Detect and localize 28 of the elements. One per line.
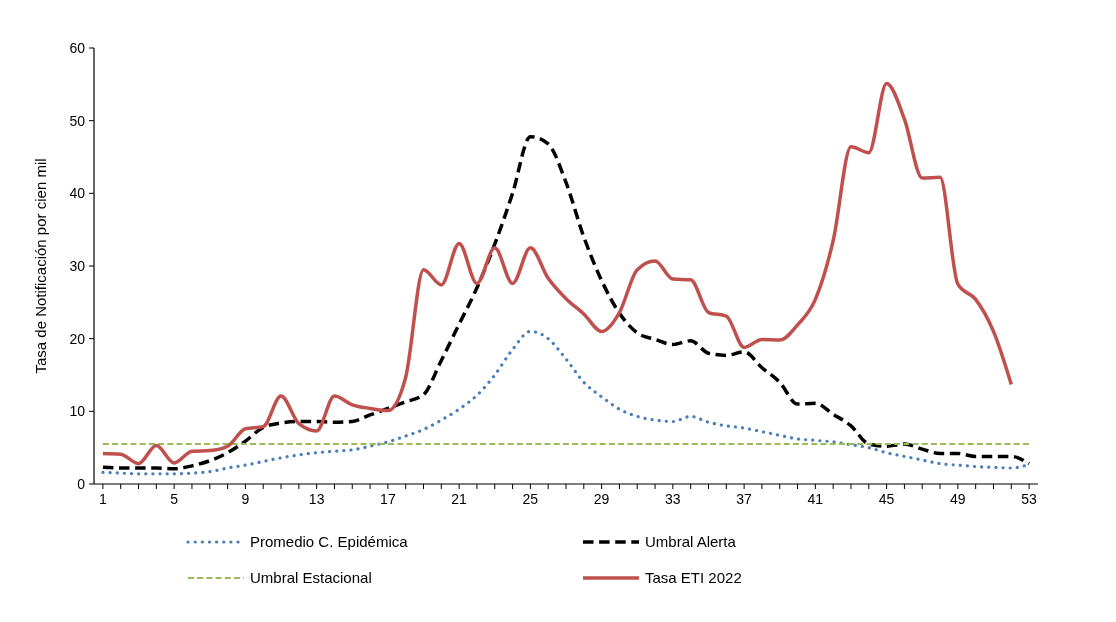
x-tick-label: 17: [380, 491, 396, 507]
x-tick-label: 29: [593, 491, 610, 507]
line-series: [101, 81, 1014, 466]
x-tick-label: 1: [99, 491, 108, 507]
legend-label: Tasa ETI 2022: [645, 569, 742, 587]
legend-label: Promedio C. Epidémica: [250, 533, 409, 551]
legend-label: Umbral Estacional: [250, 569, 372, 587]
x-tick-label: 41: [807, 491, 824, 507]
x-tick-label: 25: [522, 491, 539, 507]
y-tick-label: 50: [69, 112, 86, 129]
line-series: [101, 134, 1031, 471]
y-tick-label: 30: [69, 257, 86, 274]
x-tick-label: 5: [170, 491, 179, 507]
legend-label: Umbral Alerta: [645, 533, 737, 551]
x-tick-label: 13: [308, 491, 325, 507]
x-tick-label: 45: [878, 491, 895, 507]
x-tick-label: 33: [665, 491, 681, 507]
y-axis-title: Tasa de Notificación por cien mil: [32, 158, 49, 374]
x-tick-label: 53: [1021, 491, 1038, 507]
y-tick-label: 10: [69, 403, 86, 420]
x-tick-label: 37: [736, 491, 753, 507]
x-tick-label: 9: [241, 491, 250, 507]
y-tick-label: 0: [77, 475, 86, 492]
y-tick-label: 60: [69, 39, 86, 56]
x-tick-label: 21: [451, 491, 468, 507]
y-tick-label: 20: [69, 330, 86, 347]
y-tick-label: 40: [69, 185, 86, 202]
x-tick-label: 49: [950, 491, 966, 507]
